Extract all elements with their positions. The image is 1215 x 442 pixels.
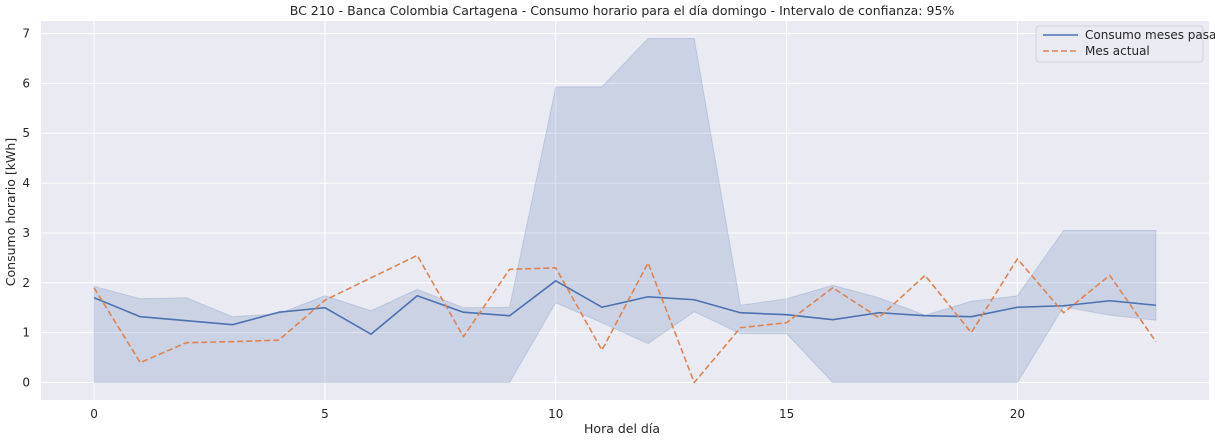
y-tick-label: 3 (22, 226, 30, 240)
x-tick-label: 20 (1010, 407, 1025, 421)
x-tick-labels: 0 5 10 15 20 (90, 407, 1025, 421)
x-tick-label: 5 (321, 407, 329, 421)
y-tick-label: 5 (22, 126, 30, 140)
x-tick-label: 10 (548, 407, 563, 421)
y-tick-label: 6 (22, 76, 30, 90)
legend-label-consumo-meses-pasados: Consumo meses pasados (1085, 28, 1215, 42)
y-tick-label: 4 (22, 176, 30, 190)
y-axis-label: Consumo horario [kWh] (3, 138, 18, 286)
chart-title: BC 210 - Banca Colombia Cartagena - Cons… (290, 3, 955, 18)
x-tick-label: 0 (90, 407, 98, 421)
y-tick-label: 0 (22, 376, 30, 390)
x-tick-label: 15 (779, 407, 794, 421)
y-tick-label: 7 (22, 26, 30, 40)
y-tick-label: 2 (22, 276, 30, 290)
y-tick-labels: 0 1 2 3 4 5 6 7 (22, 26, 30, 389)
y-tick-label: 1 (22, 326, 30, 340)
x-axis-label: Hora del día (584, 421, 660, 436)
legend-label-mes-actual: Mes actual (1085, 44, 1150, 58)
legend: Consumo meses pasados Mes actual (1036, 26, 1215, 62)
